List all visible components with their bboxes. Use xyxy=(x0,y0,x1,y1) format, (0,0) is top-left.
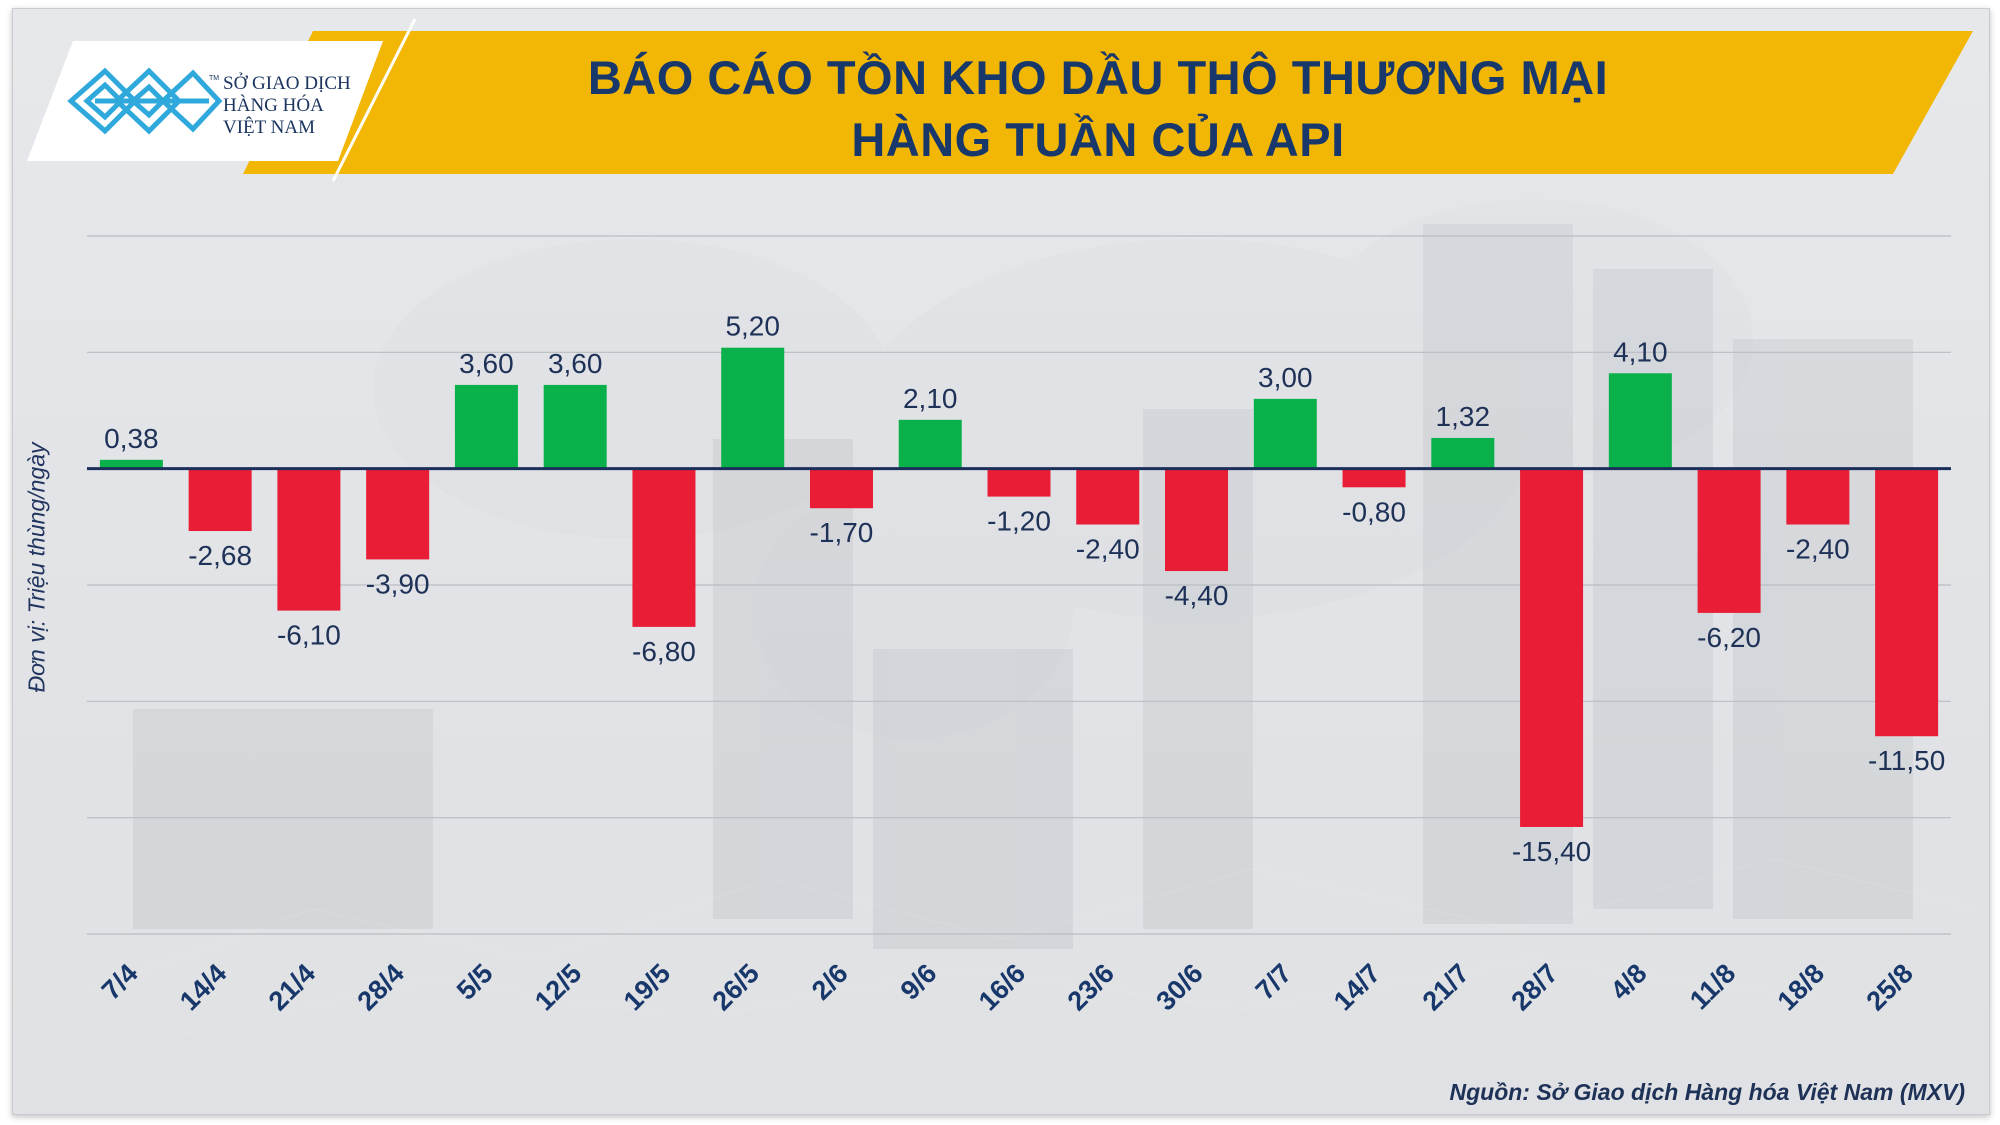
bar xyxy=(721,347,785,469)
value-labels: 0,38 -2,68 -6,10 -3,90 3,60 3,60 -6,80 5,20 -1,7… xyxy=(104,311,1945,867)
bar xyxy=(1520,468,1584,827)
x-tick-label: 23/6 xyxy=(1062,958,1120,1016)
value-label: 3,00 xyxy=(1258,362,1313,393)
x-tick-label: 5/5 xyxy=(451,958,499,1006)
x-tick-label: 4/8 xyxy=(1605,958,1653,1006)
bar xyxy=(188,468,252,532)
exchange-logo-icon xyxy=(67,67,223,135)
value-label: -0,80 xyxy=(1342,496,1406,527)
x-tick-label: 2/6 xyxy=(806,958,854,1006)
bar xyxy=(277,468,341,611)
logo-line: HÀNG HÓA xyxy=(223,95,324,116)
x-tick-label: 16/6 xyxy=(973,958,1031,1016)
logo-trademark: TM xyxy=(209,75,220,82)
chart-title-line-2: HÀNG TUẦN CỦA API xyxy=(851,113,1345,166)
value-label: -2,40 xyxy=(1076,534,1140,565)
value-label: -6,20 xyxy=(1697,622,1761,653)
bar xyxy=(809,468,873,509)
logo-text: SỞ GIAO DỊCH HÀNG HÓA VIỆT NAM xyxy=(223,73,351,139)
x-tick-label: 7/7 xyxy=(1250,958,1298,1006)
bar xyxy=(987,468,1051,497)
x-tick-label: 21/4 xyxy=(263,958,321,1016)
x-tick-label: 19/5 xyxy=(618,958,676,1016)
x-tick-label: 9/6 xyxy=(895,958,943,1006)
x-tick-label: 14/7 xyxy=(1328,958,1386,1016)
x-tick-label: 11/8 xyxy=(1684,958,1741,1015)
x-tick-label: 30/6 xyxy=(1150,958,1208,1016)
bar xyxy=(632,468,696,627)
x-tick-label: 7/4 xyxy=(96,958,144,1006)
x-tick-label: 12/5 xyxy=(529,958,587,1016)
bar xyxy=(898,419,962,469)
bar xyxy=(1342,468,1406,488)
x-tick-labels: 7/4 14/4 21/4 28/4 5/5 12/5 19/5 26/5 2/6 9/6 16/6… xyxy=(96,958,1919,1016)
logo-line: SỞ GIAO DỊCH xyxy=(223,73,351,94)
bar xyxy=(543,384,607,469)
logo-line: VIỆT NAM xyxy=(223,117,316,138)
bar xyxy=(366,468,430,560)
value-label: 0,38 xyxy=(104,423,159,454)
value-label: -15,40 xyxy=(1512,836,1591,867)
x-tick-label: 28/4 xyxy=(352,958,410,1016)
value-label: 1,32 xyxy=(1436,401,1491,432)
x-tick-label: 14/4 xyxy=(174,958,232,1016)
bar xyxy=(1253,398,1317,469)
chart-title-line-1: BÁO CÁO TỒN KHO DẦU THÔ THƯƠNG MẠI xyxy=(587,51,1609,104)
value-label: -6,80 xyxy=(632,636,696,667)
bar xyxy=(1165,468,1229,572)
bar xyxy=(1076,468,1140,525)
source-note: Nguồn: Sở Giao dịch Hàng hóa Việt Nam (M… xyxy=(1449,1079,1965,1105)
value-label: -2,68 xyxy=(188,540,252,571)
value-label: -2,40 xyxy=(1786,534,1850,565)
title-banner xyxy=(27,18,1973,182)
value-label: -11,50 xyxy=(1868,745,1945,776)
x-tick-label: 21/7 xyxy=(1417,958,1475,1016)
chart-title: BÁO CÁO TỒN KHO DẦU THÔ THƯƠNG MẠI HÀNG … xyxy=(343,47,1853,171)
value-label: -1,20 xyxy=(987,506,1051,537)
value-label: -3,90 xyxy=(366,568,430,599)
x-tick-label: 18/8 xyxy=(1772,958,1830,1016)
infographic-frame: TM SỞ GIAO DỊCH HÀNG HÓA VIỆT NAM BÁO CÁ… xyxy=(12,8,1990,1115)
bar xyxy=(1875,468,1939,737)
bars xyxy=(99,347,1939,827)
value-label: -6,10 xyxy=(277,620,341,651)
bar xyxy=(99,459,163,469)
x-tick-label: 26/5 xyxy=(707,958,765,1016)
bar-chart: 0,38 -2,68 -6,10 -3,90 3,60 3,60 -6,80 5,20 -1,7… xyxy=(87,235,1951,1016)
value-label: -1,70 xyxy=(810,517,874,548)
value-label: 2,10 xyxy=(903,383,958,414)
bar xyxy=(1431,437,1495,469)
bar xyxy=(1608,373,1672,469)
bar xyxy=(1786,468,1850,525)
bar xyxy=(1697,468,1761,613)
value-label: 5,20 xyxy=(725,311,780,342)
value-label: 3,60 xyxy=(548,348,603,379)
value-label: -4,40 xyxy=(1165,580,1229,611)
gridlines xyxy=(87,235,1951,935)
x-tick-label: 25/8 xyxy=(1860,958,1918,1016)
value-label: 4,10 xyxy=(1613,336,1668,367)
bar xyxy=(454,384,518,469)
x-tick-label: 28/7 xyxy=(1505,958,1563,1016)
value-label: 3,60 xyxy=(459,348,514,379)
